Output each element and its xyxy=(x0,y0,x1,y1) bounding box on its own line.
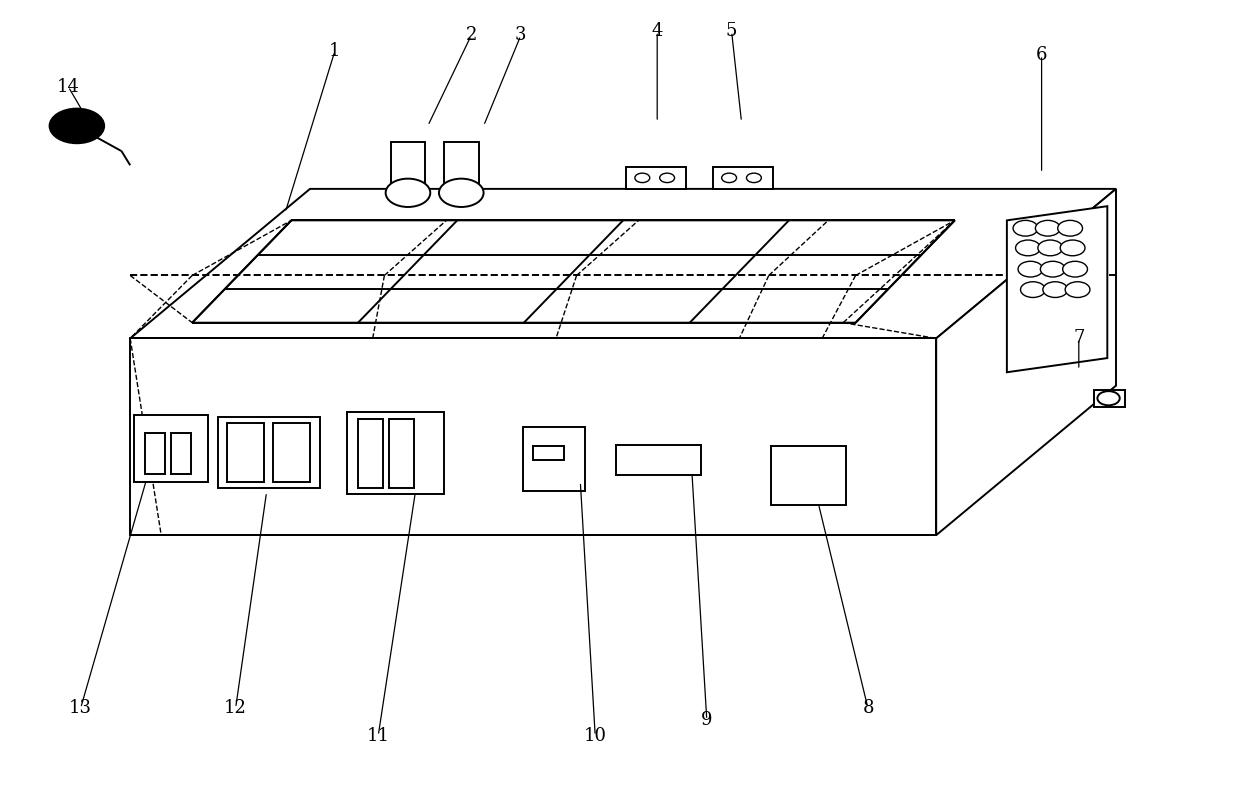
Bar xyxy=(171,433,191,474)
Polygon shape xyxy=(936,189,1116,535)
Polygon shape xyxy=(192,220,955,323)
Bar xyxy=(227,423,264,482)
Circle shape xyxy=(1058,220,1083,236)
Text: 3: 3 xyxy=(515,27,527,44)
Circle shape xyxy=(386,179,430,207)
Circle shape xyxy=(1016,240,1040,256)
Text: 2: 2 xyxy=(465,27,477,44)
Text: 4: 4 xyxy=(651,23,663,40)
Bar xyxy=(713,167,773,189)
Polygon shape xyxy=(130,189,1116,338)
Text: 7: 7 xyxy=(1073,330,1085,347)
Circle shape xyxy=(1097,391,1120,405)
Circle shape xyxy=(746,173,761,183)
Text: 10: 10 xyxy=(584,727,606,745)
Circle shape xyxy=(1060,240,1085,256)
Bar xyxy=(218,417,320,488)
Text: 12: 12 xyxy=(224,700,247,717)
Circle shape xyxy=(1021,282,1045,297)
Bar xyxy=(358,419,383,488)
Polygon shape xyxy=(1007,206,1107,372)
Text: 13: 13 xyxy=(69,700,92,717)
Bar xyxy=(347,412,444,494)
Circle shape xyxy=(635,173,650,183)
Circle shape xyxy=(439,179,484,207)
Circle shape xyxy=(1038,240,1063,256)
Circle shape xyxy=(660,173,675,183)
Polygon shape xyxy=(130,338,936,535)
Bar xyxy=(771,446,846,505)
Bar xyxy=(134,415,208,482)
Circle shape xyxy=(722,173,737,183)
Text: 8: 8 xyxy=(862,700,874,717)
Circle shape xyxy=(1063,261,1087,277)
Circle shape xyxy=(1065,282,1090,297)
Bar xyxy=(533,446,564,460)
Bar xyxy=(389,419,414,488)
Text: 1: 1 xyxy=(329,42,341,60)
Bar xyxy=(626,167,686,189)
Bar xyxy=(616,445,701,475)
Bar xyxy=(273,423,310,482)
Circle shape xyxy=(1043,282,1068,297)
Circle shape xyxy=(1035,220,1060,236)
Circle shape xyxy=(1040,261,1065,277)
Circle shape xyxy=(1018,261,1043,277)
Text: 14: 14 xyxy=(57,78,79,95)
Bar xyxy=(444,142,479,189)
Text: 11: 11 xyxy=(367,727,389,745)
Bar xyxy=(391,142,425,189)
Bar xyxy=(145,433,165,474)
Text: 9: 9 xyxy=(701,711,713,729)
Text: 5: 5 xyxy=(725,23,738,40)
Bar xyxy=(523,427,585,491)
Circle shape xyxy=(1013,220,1038,236)
Circle shape xyxy=(50,109,104,143)
Text: 6: 6 xyxy=(1035,46,1048,64)
Bar xyxy=(1094,390,1125,407)
